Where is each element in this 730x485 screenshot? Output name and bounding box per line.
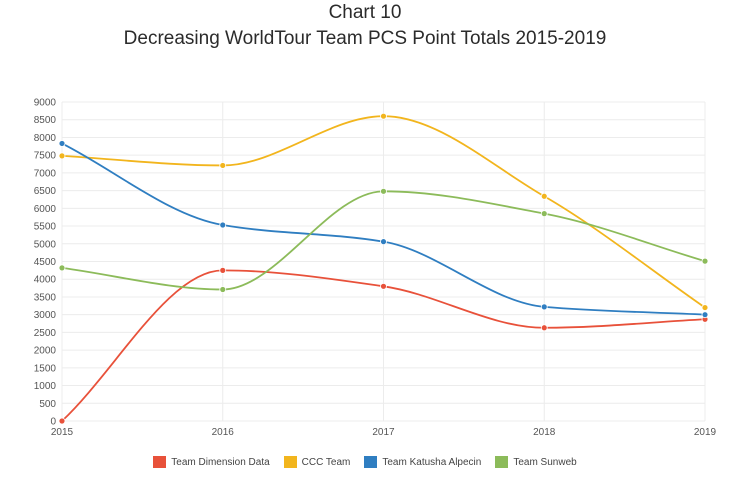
y-tick-label: 1000 xyxy=(34,381,57,392)
legend-item-dimension-data[interactable]: Team Dimension Data xyxy=(153,456,270,468)
legend-label: Team Sunweb xyxy=(513,456,577,468)
legend-swatch xyxy=(495,456,509,468)
legend: Team Dimension Data CCC Team Team Katush… xyxy=(0,456,730,468)
y-tick-label: 5500 xyxy=(34,222,57,233)
y-tick-label: 6500 xyxy=(34,186,57,197)
data-point-ccc-team xyxy=(219,162,227,169)
data-point-team-katusha-alpecin xyxy=(219,221,227,229)
data-point-team-sunweb xyxy=(219,286,227,293)
data-point-team-katusha-alpecin xyxy=(540,303,548,311)
y-tick-label: 2000 xyxy=(34,346,57,357)
data-point-ccc-team xyxy=(58,152,66,160)
data-point-team-dimension-data xyxy=(219,266,227,274)
y-tick-label: 8500 xyxy=(34,115,57,126)
data-point-team-katusha-alpecin xyxy=(701,311,709,319)
y-tick-label: 500 xyxy=(39,399,56,410)
y-tick-label: 3000 xyxy=(34,310,57,321)
data-point-team-sunweb xyxy=(701,257,709,265)
x-tick-label: 2016 xyxy=(212,427,235,438)
y-tick-label: 1500 xyxy=(34,363,57,374)
y-tick-label: 7000 xyxy=(34,168,57,179)
x-tick-label: 2018 xyxy=(533,427,556,438)
x-tick-label: 2017 xyxy=(372,427,395,438)
data-point-team-dimension-data xyxy=(380,282,387,290)
data-point-team-sunweb xyxy=(58,264,66,272)
legend-label: Team Dimension Data xyxy=(171,456,270,468)
y-tick-label: 2500 xyxy=(34,328,57,339)
y-tick-label: 5000 xyxy=(34,239,57,250)
y-tick-label: 3500 xyxy=(34,292,57,303)
data-point-team-sunweb xyxy=(540,210,548,218)
y-tick-label: 4000 xyxy=(34,275,57,286)
legend-item-ccc-team[interactable]: CCC Team xyxy=(283,456,351,468)
x-tick-label: 2015 xyxy=(51,427,74,438)
legend-label: CCC Team xyxy=(301,456,351,468)
data-point-team-dimension-data xyxy=(540,324,548,332)
legend-item-sunweb[interactable]: Team Sunweb xyxy=(495,456,577,468)
y-tick-label: 6000 xyxy=(34,204,57,215)
data-point-ccc-team xyxy=(380,112,387,120)
legend-label: Team Katusha Alpecin xyxy=(382,456,482,468)
data-point-team-dimension-data xyxy=(58,417,66,425)
y-tick-label: 8000 xyxy=(34,133,57,144)
legend-swatch xyxy=(283,456,297,468)
data-point-team-katusha-alpecin xyxy=(380,238,387,246)
x-tick-label: 2019 xyxy=(694,427,717,438)
data-point-team-sunweb xyxy=(380,187,387,195)
y-tick-label: 0 xyxy=(50,417,56,428)
legend-swatch xyxy=(364,456,378,468)
y-tick-label: 4500 xyxy=(34,257,57,268)
data-point-ccc-team xyxy=(701,304,709,311)
data-point-team-katusha-alpecin xyxy=(58,140,66,147)
chart-subtitle: Decreasing WorldTour Team PCS Point Tota… xyxy=(123,28,607,49)
chart-title: Chart 10 xyxy=(328,2,402,23)
data-point-ccc-team xyxy=(540,192,548,200)
y-tick-label: 9000 xyxy=(34,98,57,109)
legend-item-katusha-alpecin[interactable]: Team Katusha Alpecin xyxy=(364,456,481,468)
legend-swatch xyxy=(153,456,167,468)
y-tick-label: 7500 xyxy=(34,151,57,162)
